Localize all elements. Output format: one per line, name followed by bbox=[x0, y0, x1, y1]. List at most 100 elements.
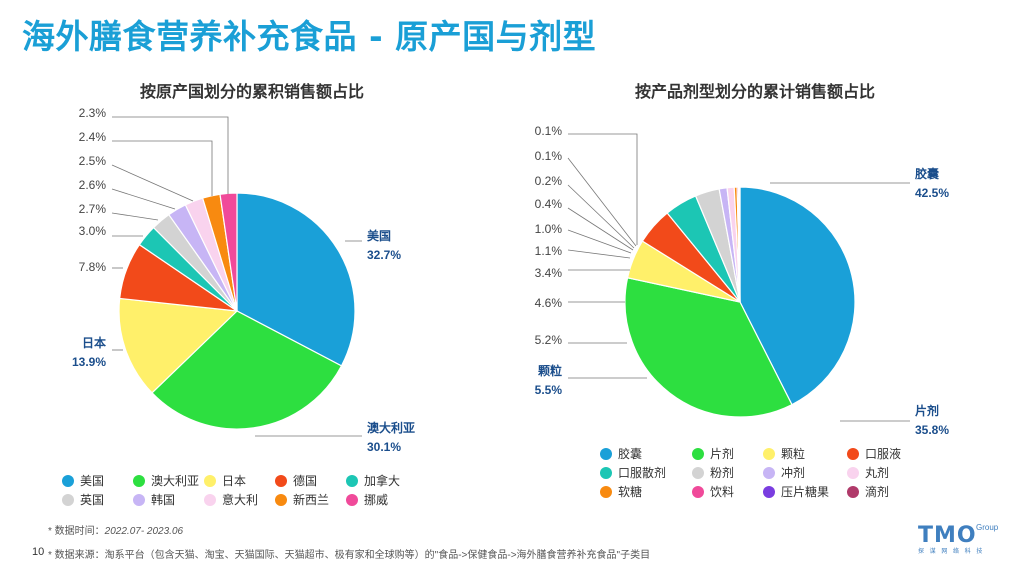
chart-title: 按产品剂型划分的累计销售额占比 bbox=[635, 82, 875, 101]
legend-swatch bbox=[346, 475, 358, 487]
legend-swatch bbox=[692, 448, 704, 460]
legend-label: 口服液 bbox=[865, 446, 901, 461]
legend-label: 颗粒 bbox=[781, 446, 805, 461]
legend-swatch bbox=[204, 475, 216, 487]
legend-swatch bbox=[62, 475, 74, 487]
leader-line bbox=[567, 229, 632, 254]
pie-slice bbox=[738, 186, 741, 303]
legend-swatch bbox=[275, 494, 287, 506]
slice-value-label: 30.1% bbox=[367, 440, 401, 454]
legend-label: 饮料 bbox=[710, 485, 734, 499]
slice-value-label: 42.5% bbox=[915, 186, 949, 200]
slice-label: 片剂 bbox=[915, 403, 939, 418]
legend-label: 软糖 bbox=[618, 484, 642, 499]
legend-swatch bbox=[763, 448, 775, 460]
logo-text: TMO bbox=[918, 523, 977, 548]
slice-value-label: 1.1% bbox=[535, 244, 563, 258]
slice-label: 胶囊 bbox=[915, 166, 940, 181]
logo-subtitle: 探 谋 网 络 科 技 bbox=[918, 549, 985, 555]
legend-label: 日本 bbox=[222, 474, 246, 488]
legend-label: 滴剂 bbox=[865, 484, 889, 499]
leader-line bbox=[112, 140, 213, 196]
legend-label: 胶囊 bbox=[618, 446, 642, 461]
legend-label: 压片糖果 bbox=[781, 484, 829, 499]
legend-swatch bbox=[600, 448, 612, 460]
slice-value-label: 13.9% bbox=[72, 355, 106, 369]
slice-label: 美国 bbox=[367, 228, 391, 243]
legend-swatch bbox=[847, 467, 859, 479]
legend-swatch bbox=[346, 494, 358, 506]
slice-label: 颗粒 bbox=[538, 363, 562, 378]
footnote-time: * 数据时间：2022.07- 2023.06 bbox=[48, 522, 183, 537]
pie-slice bbox=[624, 277, 793, 418]
slice-value-label: 4.6% bbox=[535, 296, 563, 310]
slice-value-label: 3.0% bbox=[79, 224, 107, 238]
page-number: 10 bbox=[32, 546, 45, 558]
slice-value-label: 35.8% bbox=[915, 423, 949, 437]
chart-title: 按原产国划分的累积销售额占比 bbox=[140, 82, 364, 101]
leader-line bbox=[568, 133, 638, 245]
legend-label: 口服散剂 bbox=[618, 465, 666, 480]
slice-label: 日本 bbox=[82, 335, 106, 350]
slice-value-label: 0.1% bbox=[535, 124, 563, 138]
slice-value-label: 0.4% bbox=[535, 197, 563, 211]
leader-line bbox=[567, 249, 631, 259]
legend-label: 挪威 bbox=[364, 493, 388, 507]
slice-value-label: 3.4% bbox=[535, 266, 563, 280]
legend-label: 英国 bbox=[80, 493, 104, 507]
pie-slice bbox=[118, 297, 239, 394]
legend-label: 冲剂 bbox=[781, 465, 805, 480]
legend-swatch bbox=[763, 467, 775, 479]
slice-value-label: 5.5% bbox=[535, 383, 563, 397]
legend-swatch bbox=[133, 494, 145, 506]
legend-swatch bbox=[763, 486, 775, 498]
slice-value-label: 2.5% bbox=[79, 154, 107, 168]
pie-slice bbox=[236, 192, 356, 367]
leader-line bbox=[112, 116, 229, 194]
company-logo: TMO Group 探 谋 网 络 科 技 bbox=[918, 523, 1010, 559]
pie-slice bbox=[151, 310, 343, 430]
slice-value-label: 2.4% bbox=[79, 130, 107, 144]
legend-label: 美国 bbox=[80, 474, 104, 488]
footnote-time-label: * 数据时间： bbox=[48, 526, 105, 537]
legend-swatch bbox=[692, 467, 704, 479]
slice-value-label: 0.2% bbox=[535, 174, 563, 188]
legend-swatch bbox=[600, 486, 612, 498]
slice-value-label: 2.3% bbox=[79, 106, 107, 120]
slice-label: 澳大利亚 bbox=[367, 420, 415, 435]
leader-line bbox=[567, 207, 634, 251]
legend-label: 新西兰 bbox=[293, 492, 329, 507]
slice-value-label: 1.0% bbox=[535, 222, 563, 236]
leader-line bbox=[111, 212, 159, 221]
legend-label: 加拿大 bbox=[364, 473, 400, 488]
legend-swatch bbox=[275, 475, 287, 487]
pie-slice bbox=[219, 192, 238, 312]
footnote-source: * 数据来源：淘系平台（包含天猫、淘宝、天猫国际、天猫超市、极有家和全球购等）的… bbox=[48, 550, 651, 561]
legend-label: 粉剂 bbox=[710, 465, 734, 480]
footnote-time-value: 2022.07- 2023.06 bbox=[104, 526, 184, 537]
slice-value-label: 5.2% bbox=[535, 333, 563, 347]
page-title: 海外膳食营养补充食品 - 原产国与剂型 bbox=[22, 17, 597, 56]
legend-swatch bbox=[133, 475, 145, 487]
legend-swatch bbox=[204, 494, 216, 506]
legend-swatch bbox=[847, 486, 859, 498]
leader-line bbox=[567, 157, 637, 247]
legend-swatch bbox=[692, 486, 704, 498]
slice-value-label: 2.6% bbox=[79, 178, 107, 192]
slice-value-label: 7.8% bbox=[79, 260, 107, 274]
legend-swatch bbox=[600, 467, 612, 479]
logo-group: Group bbox=[976, 523, 999, 532]
legend-label: 澳大利亚 bbox=[151, 474, 199, 488]
pie-slice bbox=[739, 186, 856, 406]
legend-swatch bbox=[847, 448, 859, 460]
slice-value-label: 0.1% bbox=[535, 149, 563, 163]
legend-label: 丸剂 bbox=[865, 465, 889, 480]
slice-value-label: 2.7% bbox=[79, 202, 107, 216]
leader-line bbox=[111, 188, 176, 210]
legend-swatch bbox=[62, 494, 74, 506]
legend-label: 意大利 bbox=[222, 492, 258, 507]
